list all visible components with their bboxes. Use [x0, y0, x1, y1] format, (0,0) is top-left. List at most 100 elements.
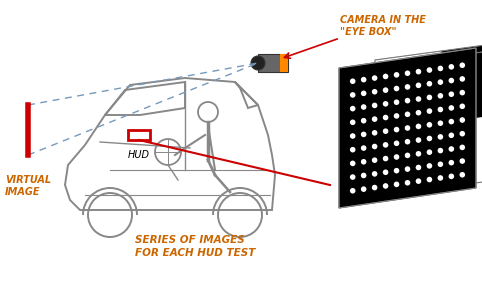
Circle shape [383, 74, 388, 79]
Circle shape [383, 142, 388, 148]
Circle shape [383, 156, 388, 161]
Circle shape [372, 103, 377, 108]
Circle shape [438, 121, 443, 126]
Circle shape [449, 105, 454, 111]
Circle shape [405, 70, 410, 76]
Circle shape [361, 118, 366, 123]
Circle shape [415, 110, 421, 115]
Circle shape [361, 132, 366, 137]
Polygon shape [424, 116, 482, 190]
Circle shape [459, 131, 465, 137]
Polygon shape [375, 51, 442, 125]
Circle shape [449, 78, 454, 83]
Circle shape [372, 171, 377, 177]
Circle shape [459, 104, 465, 109]
Text: HUD: HUD [128, 150, 150, 160]
Circle shape [427, 136, 432, 141]
Text: VIRTUAL
IMAGE: VIRTUAL IMAGE [5, 175, 51, 197]
Circle shape [361, 77, 366, 82]
Circle shape [361, 145, 366, 151]
Circle shape [415, 124, 421, 129]
Polygon shape [357, 60, 424, 134]
Circle shape [372, 75, 377, 81]
Circle shape [383, 101, 388, 107]
Circle shape [350, 161, 356, 166]
Circle shape [449, 64, 454, 70]
Polygon shape [442, 107, 482, 181]
Circle shape [405, 84, 410, 90]
Circle shape [383, 128, 388, 134]
Circle shape [459, 90, 465, 95]
Circle shape [438, 148, 443, 153]
Circle shape [427, 67, 432, 73]
Circle shape [394, 127, 400, 132]
Circle shape [394, 141, 400, 146]
Bar [128, 130, 150, 140]
Circle shape [427, 177, 432, 182]
Circle shape [427, 122, 432, 128]
Circle shape [394, 182, 400, 187]
Polygon shape [339, 48, 476, 208]
Circle shape [394, 86, 400, 91]
Circle shape [405, 166, 410, 172]
Circle shape [449, 146, 454, 152]
Circle shape [350, 119, 356, 125]
Circle shape [438, 93, 443, 99]
Polygon shape [442, 42, 482, 116]
Circle shape [459, 76, 465, 82]
Circle shape [438, 79, 443, 85]
Circle shape [438, 162, 443, 167]
Circle shape [350, 188, 356, 193]
Circle shape [251, 56, 265, 70]
Circle shape [383, 183, 388, 189]
Circle shape [350, 147, 356, 152]
Circle shape [427, 95, 432, 100]
Circle shape [415, 165, 421, 170]
Circle shape [350, 133, 356, 139]
Circle shape [427, 149, 432, 155]
Polygon shape [424, 51, 482, 125]
Text: SERIES OF IMAGES
FOR EACH HUD TEST: SERIES OF IMAGES FOR EACH HUD TEST [135, 235, 255, 258]
Circle shape [427, 108, 432, 114]
Polygon shape [375, 42, 482, 190]
Circle shape [415, 83, 421, 88]
Circle shape [405, 125, 410, 131]
Circle shape [449, 174, 454, 179]
Circle shape [383, 169, 388, 175]
Circle shape [372, 157, 377, 163]
Circle shape [350, 92, 356, 98]
Polygon shape [357, 51, 482, 199]
Circle shape [394, 99, 400, 105]
Circle shape [438, 134, 443, 140]
Circle shape [459, 172, 465, 178]
Circle shape [350, 106, 356, 111]
Bar [258, 54, 288, 72]
Circle shape [438, 175, 443, 181]
Circle shape [350, 78, 356, 84]
Circle shape [438, 107, 443, 112]
Circle shape [449, 133, 454, 138]
Circle shape [372, 116, 377, 122]
Circle shape [449, 92, 454, 97]
Circle shape [372, 185, 377, 190]
Circle shape [415, 137, 421, 143]
Circle shape [361, 104, 366, 110]
Circle shape [449, 160, 454, 166]
Circle shape [394, 113, 400, 119]
Circle shape [405, 139, 410, 144]
Circle shape [394, 168, 400, 173]
Circle shape [361, 90, 366, 96]
Circle shape [372, 144, 377, 149]
Circle shape [459, 145, 465, 150]
Circle shape [415, 96, 421, 102]
Circle shape [415, 178, 421, 184]
Circle shape [394, 72, 400, 78]
Circle shape [350, 174, 356, 180]
Circle shape [405, 98, 410, 103]
Circle shape [415, 151, 421, 157]
Circle shape [405, 112, 410, 117]
Bar [280, 54, 288, 72]
Circle shape [427, 163, 432, 169]
Circle shape [427, 81, 432, 87]
Circle shape [372, 130, 377, 135]
